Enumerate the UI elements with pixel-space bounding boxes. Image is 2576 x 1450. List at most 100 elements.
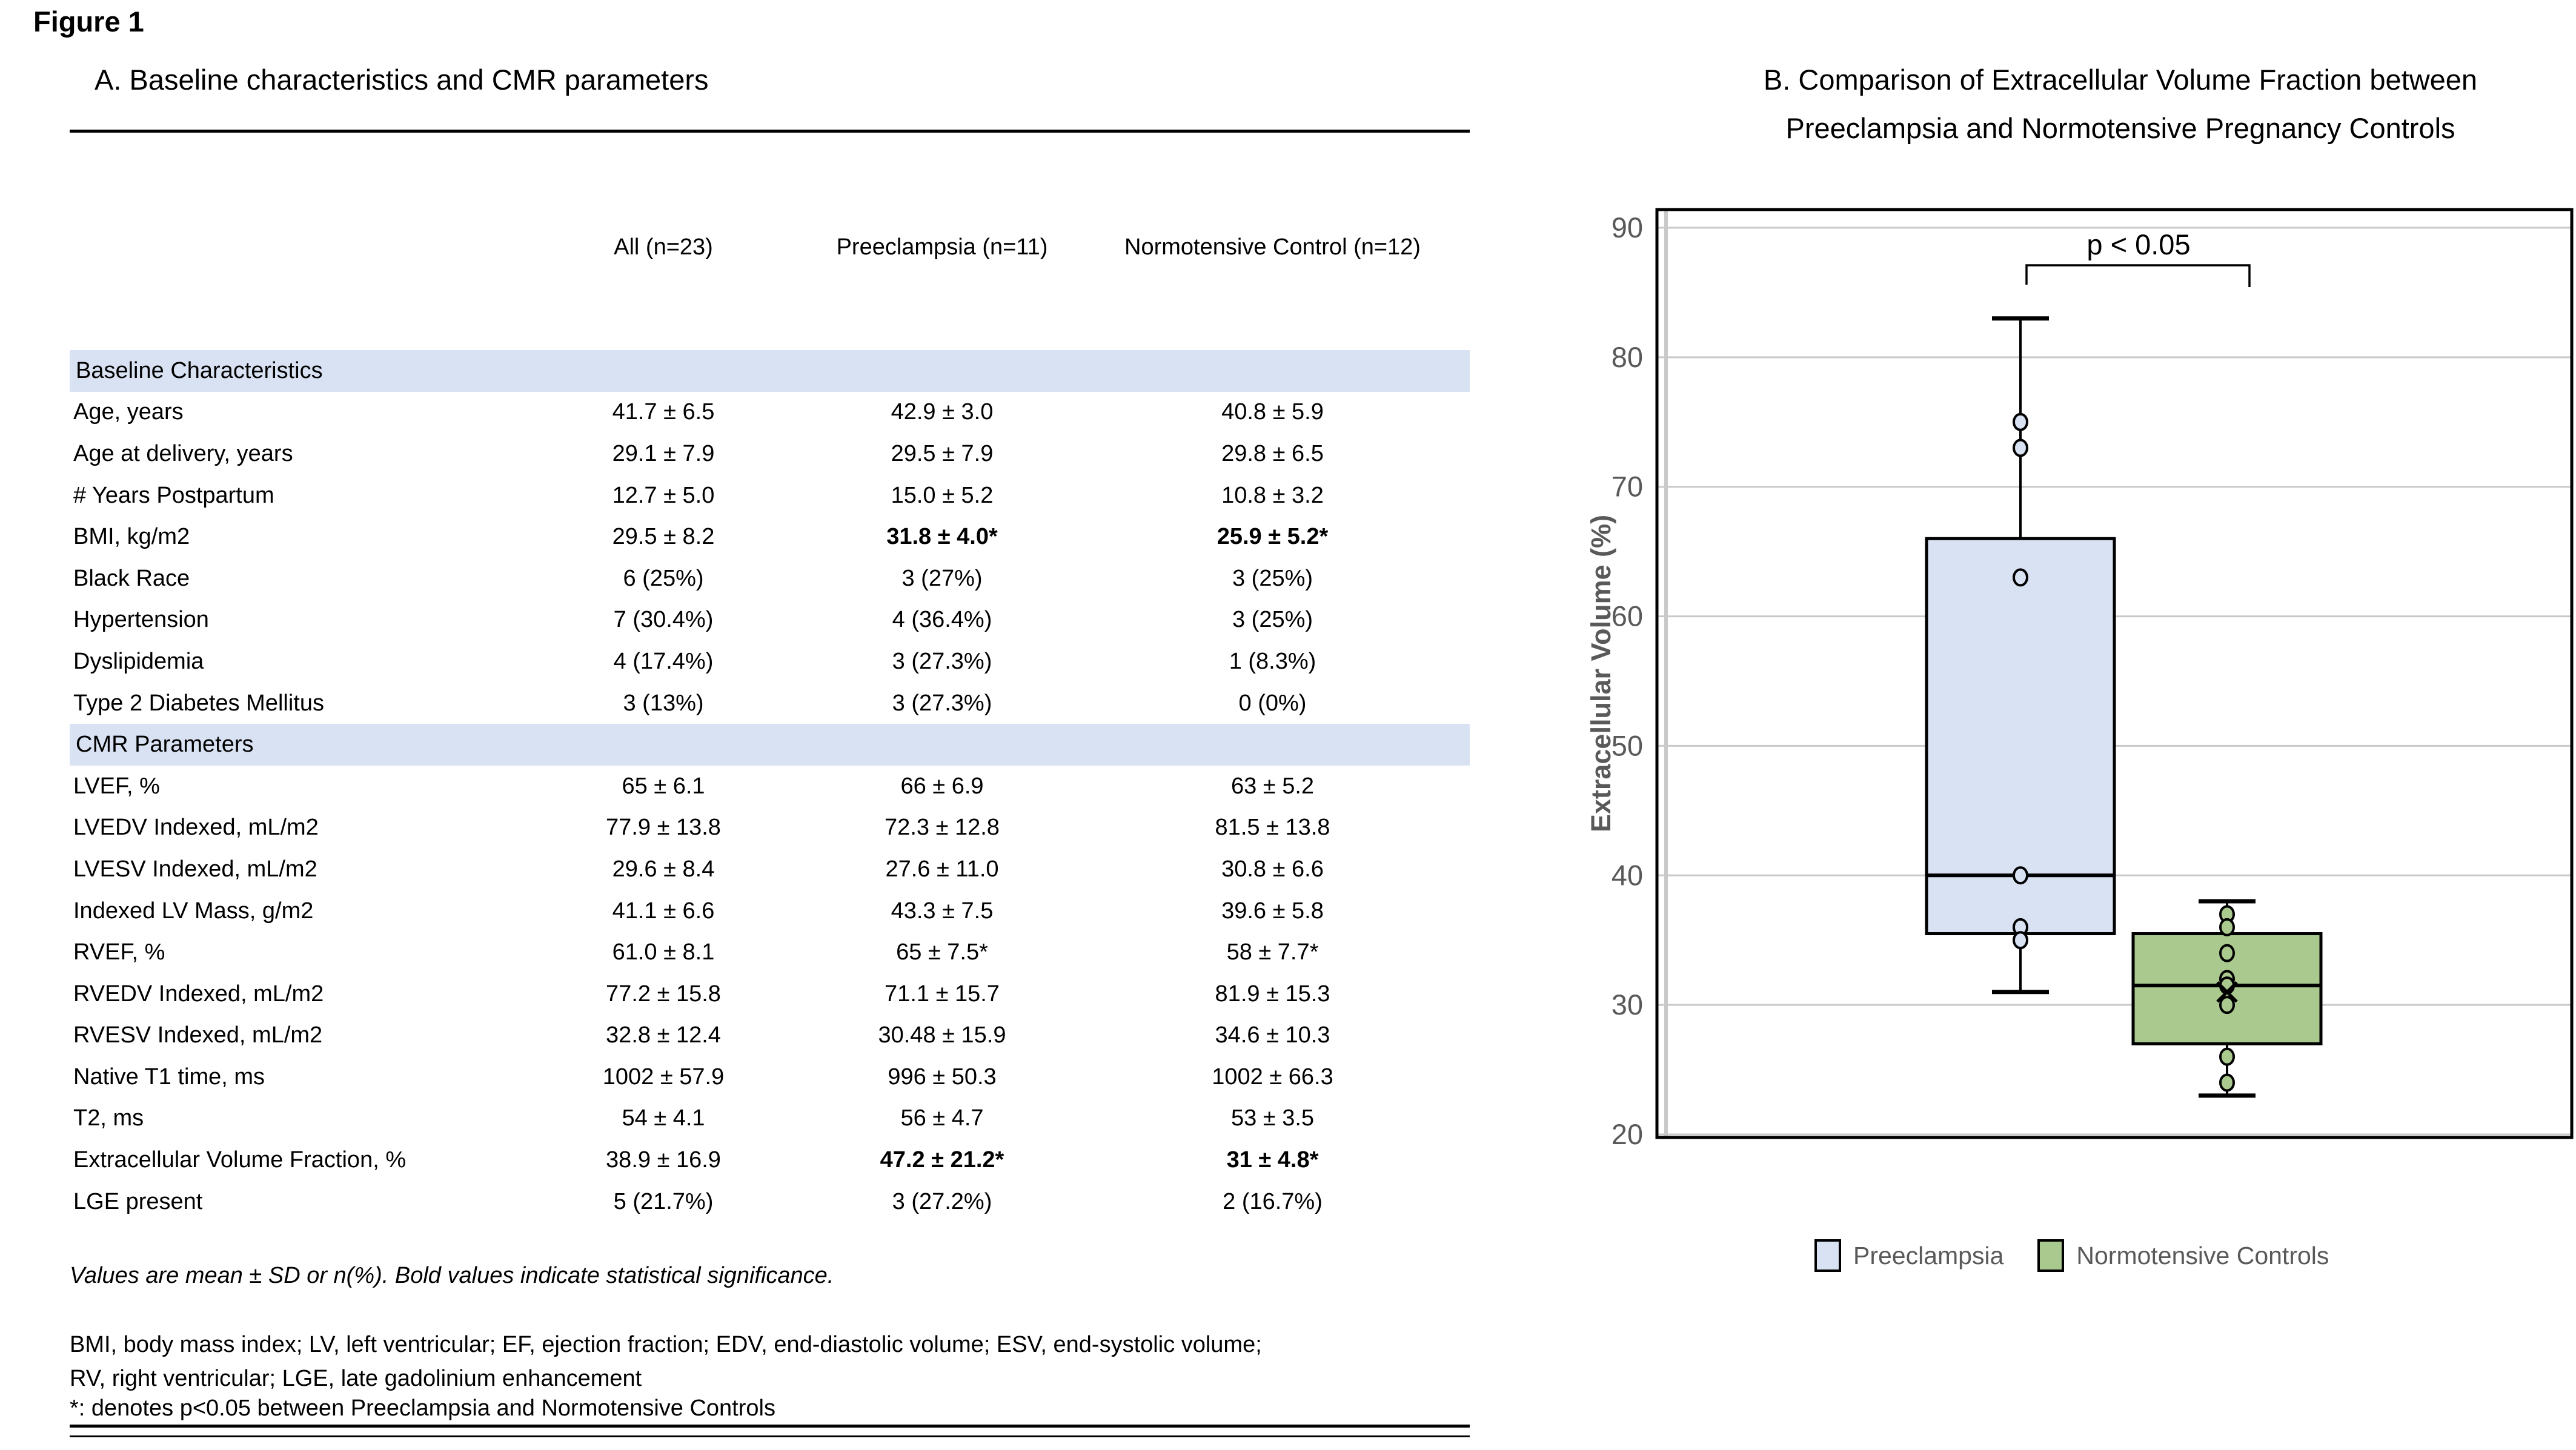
table-cell: 7 (30.4%) — [613, 607, 714, 633]
table-cell: 27.6 ± 11.0 — [885, 856, 999, 882]
significance-bracket — [2025, 264, 2251, 287]
table-cell: 47.2 ± 21.2* — [880, 1147, 1004, 1173]
data-point — [2219, 996, 2235, 1015]
table-cell: 15.0 ± 5.2 — [891, 482, 994, 508]
footnote-abbrev-line1: BMI, body mass index; LV, left ventricul… — [70, 1332, 1262, 1357]
data-point — [2013, 412, 2028, 431]
y-tick-label: 80 — [1612, 341, 1643, 373]
footnote-abbrev-line2: RV, right ventricular; LGE, late gadolin… — [70, 1366, 642, 1391]
panel-a-bottom-rule — [70, 1425, 1470, 1437]
row-label: BMI, kg/m2 — [73, 524, 190, 550]
table-cell: 29.5 ± 8.2 — [612, 524, 715, 550]
table-cell: 29.5 ± 7.9 — [891, 440, 994, 466]
table-cell: 66 ± 6.9 — [900, 773, 984, 799]
panel-b-title-line2: Preeclampsia and Normotensive Pregnancy … — [1785, 112, 2455, 144]
table-header-empty — [70, 223, 518, 271]
table-cell: 43.3 ± 7.5 — [891, 898, 994, 924]
table-cell: 81.5 ± 13.8 — [1215, 815, 1330, 841]
table-cell: 41.7 ± 6.5 — [612, 399, 715, 425]
table-cell: 4 (36.4%) — [892, 607, 992, 633]
data-point — [2219, 1073, 2235, 1092]
table-cell: 2 (16.7%) — [1223, 1188, 1323, 1214]
table-cell: 3 (27%) — [901, 565, 983, 591]
panel-a-title-rule — [70, 130, 1470, 133]
data-point — [2013, 931, 2028, 950]
data-point — [2219, 918, 2235, 936]
table-cell: 5 (21.7%) — [613, 1188, 714, 1214]
table-cell: 29.1 ± 7.9 — [612, 440, 715, 466]
table-header-normotensive: Normotensive Control (n=12) — [1124, 234, 1421, 260]
footnote-statistical: Values are mean ± SD or n(%). Bold value… — [70, 1263, 834, 1288]
table-cell: 3 (27.3%) — [892, 648, 992, 674]
panel-b-title-line1: B. Comparison of Extracellular Volume Fr… — [1763, 64, 2478, 96]
y-tick-label: 70 — [1612, 471, 1643, 503]
table-cell: 81.9 ± 15.3 — [1215, 981, 1330, 1007]
table-cell: 54 ± 4.1 — [622, 1105, 705, 1131]
row-label: RVEDV Indexed, mL/m2 — [73, 981, 324, 1007]
figure-label: Figure 1 — [33, 5, 144, 38]
table-cell: 58 ± 7.7* — [1226, 939, 1319, 965]
table-cell: 0 (0%) — [1238, 690, 1307, 716]
row-label: Hypertension — [73, 607, 209, 633]
table-cell: 61.0 ± 8.1 — [612, 939, 715, 965]
mean-x-marker — [2216, 981, 2238, 1003]
table-cell: 1002 ± 66.3 — [1212, 1064, 1333, 1090]
table-cell: 31.8 ± 4.0* — [886, 524, 998, 550]
table-cell: 31 ± 4.8* — [1226, 1147, 1319, 1173]
y-tick-label: 40 — [1612, 859, 1643, 891]
row-label: Age at delivery, years — [73, 440, 293, 466]
panel-b-title: B. Comparison of Extracellular Volume Fr… — [1678, 56, 2563, 153]
row-label: # Years Postpartum — [73, 482, 274, 508]
row-label: Extracellular Volume Fraction, % — [73, 1147, 407, 1173]
y-tick-label: 50 — [1612, 729, 1643, 761]
chart-legend: Preeclampsia Normotensive Controls — [1814, 1239, 2329, 1272]
row-label: Type 2 Diabetes Mellitus — [73, 690, 324, 716]
table-cell: 29.6 ± 8.4 — [612, 856, 715, 882]
table-cell: 39.6 ± 5.8 — [1221, 898, 1324, 924]
legend-label: Normotensive Controls — [2076, 1241, 2329, 1270]
plot-border — [1655, 208, 2574, 1139]
table-cell: 3 (13%) — [623, 690, 704, 716]
legend-item: Preeclampsia — [1814, 1239, 2003, 1272]
table-cell: 34.6 ± 10.3 — [1215, 1022, 1330, 1048]
data-point — [2219, 944, 2235, 962]
table-cell: 77.9 ± 13.8 — [606, 815, 721, 841]
row-label: LGE present — [73, 1188, 203, 1214]
y-axis-title: Extracellular Volume (%) — [1585, 515, 1616, 832]
y-tick-label: 60 — [1612, 600, 1643, 632]
table-cell: 71.1 ± 15.7 — [885, 981, 1000, 1007]
table-cell: 56 ± 4.7 — [900, 1105, 984, 1131]
table-cell: 6 (25%) — [623, 565, 704, 591]
table-cell: 40.8 ± 5.9 — [1221, 399, 1324, 425]
table-cell: 63 ± 5.2 — [1230, 773, 1315, 799]
y-tick-label: 30 — [1612, 988, 1643, 1021]
table-cell: 30.8 ± 6.6 — [1221, 856, 1324, 882]
boxplot-chart: 20 30 40 50 60 70 80 90 p < 0.05 Extracellular Vo… — [1585, 208, 2574, 1150]
table-cell: 77.2 ± 15.8 — [606, 981, 721, 1007]
table-cell: 3 (25%) — [1232, 565, 1313, 591]
row-label: Indexed LV Mass, g/m2 — [73, 898, 314, 924]
table-cell: 38.9 ± 16.9 — [606, 1147, 721, 1173]
table-cell: 996 ± 50.3 — [888, 1064, 997, 1090]
table-cell: 72.3 ± 12.8 — [885, 815, 1000, 841]
table-cell: 65 ± 6.1 — [622, 773, 705, 799]
table-cell: 53 ± 3.5 — [1230, 1105, 1315, 1131]
table-cell: 32.8 ± 12.4 — [606, 1022, 721, 1048]
characteristics-table: Baseline Characteristics Age, years 41.7 ±… — [70, 350, 1470, 1222]
table-cell: 4 (17.4%) — [613, 648, 714, 674]
table-cell: 30.48 ± 15.9 — [878, 1022, 1006, 1048]
table-cell: 25.9 ± 5.2* — [1217, 524, 1329, 550]
data-point — [2219, 1047, 2235, 1066]
y-tick-label: 20 — [1612, 1118, 1643, 1150]
table-cell: 1 (8.3%) — [1229, 648, 1316, 674]
legend-label: Preeclampsia — [1853, 1241, 2004, 1270]
table-cell: 3 (27.3%) — [892, 690, 992, 716]
row-label: LVESV Indexed, mL/m2 — [73, 856, 317, 882]
legend-item: Normotensive Controls — [2037, 1239, 2329, 1272]
row-label: LVEDV Indexed, mL/m2 — [73, 815, 319, 841]
legend-swatch-icon — [2037, 1239, 2065, 1272]
section-header-row: Baseline Characteristics — [70, 350, 1470, 392]
section-header-row: CMR Parameters — [70, 724, 1470, 766]
data-point — [2013, 866, 2028, 885]
table-cell: 65 ± 7.5* — [896, 939, 988, 965]
